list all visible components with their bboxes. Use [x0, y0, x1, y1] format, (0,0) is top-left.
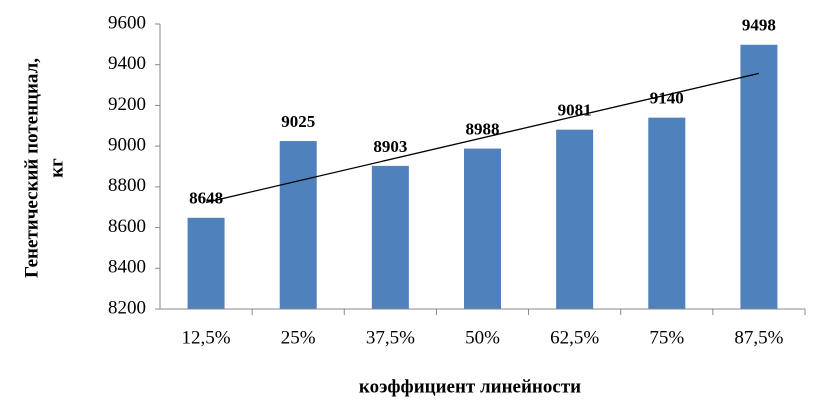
y-tick-label: 9400 [108, 53, 146, 74]
data-label: 9025 [281, 112, 315, 131]
y-tick-label: 8600 [108, 216, 146, 237]
bar [187, 217, 225, 309]
data-label: 9498 [742, 16, 776, 35]
x-tick-label: 87,5% [734, 327, 783, 348]
y-tick-label: 9600 [108, 12, 146, 33]
x-tick-label: 37,5% [366, 327, 415, 348]
y-tick-label: 9000 [108, 135, 146, 156]
bar [371, 165, 409, 309]
trend-line [205, 72, 760, 204]
x-tick-label: 25% [281, 327, 316, 348]
data-label: 8648 [189, 189, 223, 208]
x-tick-label: 62,5% [550, 327, 599, 348]
y-tick-label: 8800 [108, 175, 146, 196]
y-tick-label: 8400 [108, 257, 146, 278]
x-tick-label: 50% [465, 327, 500, 348]
bar [464, 148, 501, 309]
bar [740, 44, 778, 310]
bar [279, 141, 317, 309]
y-tick-label: 8200 [108, 297, 146, 318]
x-tick-label: 75% [649, 327, 684, 348]
data-label: 8988 [466, 119, 500, 138]
data-label: 8903 [373, 137, 407, 156]
y-tick-label: 9200 [108, 94, 146, 115]
x-tick-label: 12,5% [182, 327, 231, 348]
bar [556, 129, 594, 309]
x-axis-label: коэффициент линейности [359, 376, 581, 397]
bar [648, 117, 686, 310]
y-axis-label: кг [46, 158, 67, 178]
y-axis-label: Генетический потенциал, [21, 58, 42, 278]
